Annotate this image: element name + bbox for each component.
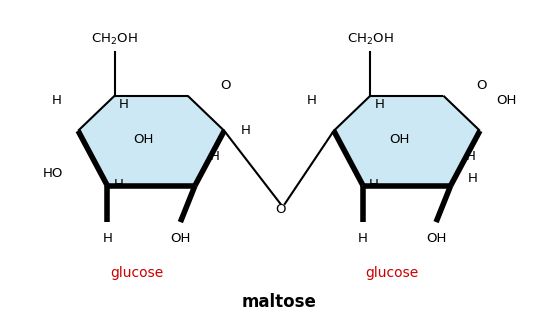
- Text: H: H: [375, 98, 385, 111]
- Text: O: O: [220, 79, 231, 92]
- Text: H: H: [119, 98, 129, 111]
- Text: OH: OH: [389, 133, 410, 146]
- Text: CH$_2$OH: CH$_2$OH: [347, 32, 393, 47]
- Text: OH: OH: [426, 232, 446, 244]
- Text: H: H: [51, 93, 61, 107]
- Text: H: H: [210, 150, 219, 163]
- Text: OH: OH: [134, 133, 154, 146]
- Text: OH: OH: [497, 93, 517, 107]
- Text: H: H: [468, 172, 477, 185]
- Text: CH$_2$OH: CH$_2$OH: [92, 32, 138, 47]
- Text: H: H: [241, 124, 251, 137]
- Polygon shape: [78, 96, 224, 186]
- Text: HO: HO: [43, 167, 64, 180]
- Text: O: O: [476, 79, 487, 92]
- Text: H: H: [465, 150, 475, 163]
- Text: OH: OH: [170, 232, 191, 244]
- Text: O: O: [275, 203, 286, 216]
- Text: H: H: [102, 232, 112, 244]
- Text: glucose: glucose: [110, 266, 163, 280]
- Text: H: H: [358, 232, 368, 244]
- Polygon shape: [334, 96, 480, 186]
- Text: H: H: [307, 93, 317, 107]
- Text: glucose: glucose: [365, 266, 419, 280]
- Text: H: H: [113, 178, 123, 191]
- Text: maltose: maltose: [242, 293, 316, 311]
- Text: H: H: [369, 178, 379, 191]
